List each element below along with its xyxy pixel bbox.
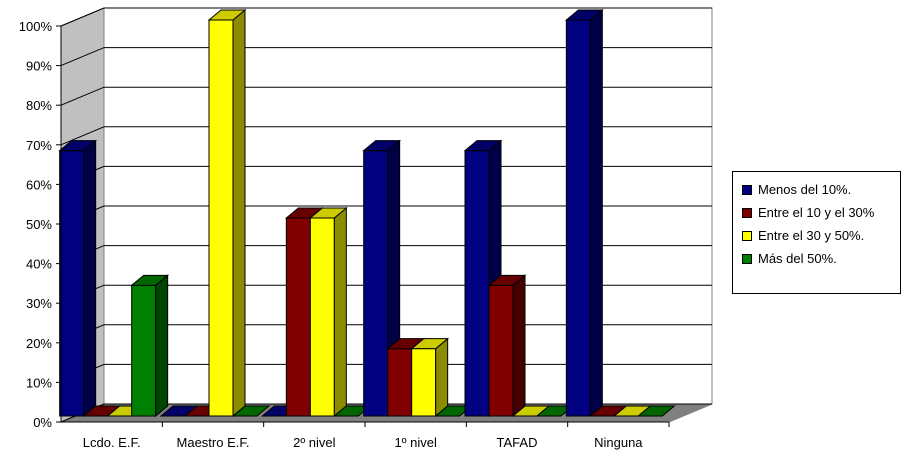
y-tick-label: 70% <box>26 138 52 153</box>
y-tick-label: 90% <box>26 59 52 74</box>
y-tick-label: 40% <box>26 257 52 272</box>
x-tick-label: Maestro E.F. <box>177 435 250 450</box>
bar-front <box>131 284 157 417</box>
y-tick-label: 0% <box>33 415 52 430</box>
x-tick-label: 1º nivel <box>395 435 437 450</box>
bar-side <box>232 8 246 418</box>
bar-side <box>589 8 603 418</box>
legend-swatch <box>742 253 752 264</box>
bar-side <box>333 206 347 418</box>
legend-label: Más del 50%. <box>758 251 837 266</box>
bar-side <box>435 337 449 418</box>
y-axis-ticks: 0% 10% 20% 30% 40% 50% 60% 70% 80% 90% 100% <box>19 19 669 430</box>
bar-top <box>487 274 527 286</box>
bar-front <box>285 217 311 417</box>
bar-top <box>463 140 503 152</box>
y-tick-label: 100% <box>19 19 53 34</box>
bar <box>410 337 450 418</box>
bars <box>58 8 676 418</box>
bar-front <box>363 150 389 417</box>
legend-label: Menos del 10%. <box>758 182 852 197</box>
bar <box>130 274 170 418</box>
legend-item: Menos del 10%. <box>733 178 900 201</box>
gridline <box>60 47 712 67</box>
y-tick-label: 80% <box>26 98 52 113</box>
bar-front <box>59 150 85 417</box>
gridline <box>60 126 712 146</box>
bar <box>231 405 271 417</box>
bar-top <box>410 338 450 350</box>
x-tick-label: Lcdo. E.F. <box>83 435 141 450</box>
bar <box>207 8 247 418</box>
bar <box>58 139 98 418</box>
gridline <box>60 7 712 27</box>
x-axis-ticks: Lcdo. E.F. Maestro E.F. 2º nivel 1º nivel TA… <box>83 422 670 450</box>
legend-swatch <box>742 230 752 241</box>
bar <box>308 206 348 418</box>
bar <box>564 8 604 418</box>
bar-front <box>488 284 514 417</box>
bar-top <box>362 140 402 152</box>
bar-front <box>565 19 591 417</box>
bar-top <box>207 9 247 21</box>
y-tick-label: 10% <box>26 375 52 390</box>
bar <box>636 405 676 417</box>
bar-top <box>308 207 348 219</box>
x-tick-label: TAFAD <box>497 435 538 450</box>
legend-label: Entre el 10 y el 30% <box>758 205 875 220</box>
bar-front <box>309 217 335 417</box>
bar-top <box>231 405 271 417</box>
bar-front <box>411 348 437 417</box>
bar-top <box>130 274 170 286</box>
bar-side <box>512 274 526 418</box>
bar-top <box>636 405 676 417</box>
bar-front <box>387 348 413 417</box>
x-tick-label: Ninguna <box>594 435 643 450</box>
legend-label: Entre el 30 y 50%. <box>758 228 865 243</box>
legend-item: Entre el 10 y el 30% <box>733 201 900 224</box>
bar-side <box>83 139 97 418</box>
x-tick-label: 2º nivel <box>293 435 335 450</box>
legend-item: Más del 50%. <box>733 247 900 270</box>
bar-side <box>155 274 169 418</box>
bar-front <box>464 150 490 417</box>
bar <box>487 274 527 418</box>
y-tick-label: 20% <box>26 336 52 351</box>
legend-swatch <box>742 207 752 218</box>
y-tick-label: 60% <box>26 177 52 192</box>
bar-top <box>564 9 604 21</box>
y-tick-label: 30% <box>26 296 52 311</box>
bar-top <box>58 140 98 152</box>
bar-front <box>208 19 234 417</box>
gridline <box>60 86 712 106</box>
legend-item: Entre el 30 y 50%. <box>733 224 900 247</box>
legend: Menos del 10%. Entre el 10 y el 30% Entre … <box>732 171 901 294</box>
legend-swatch <box>742 184 752 195</box>
y-tick-label: 50% <box>26 217 52 232</box>
